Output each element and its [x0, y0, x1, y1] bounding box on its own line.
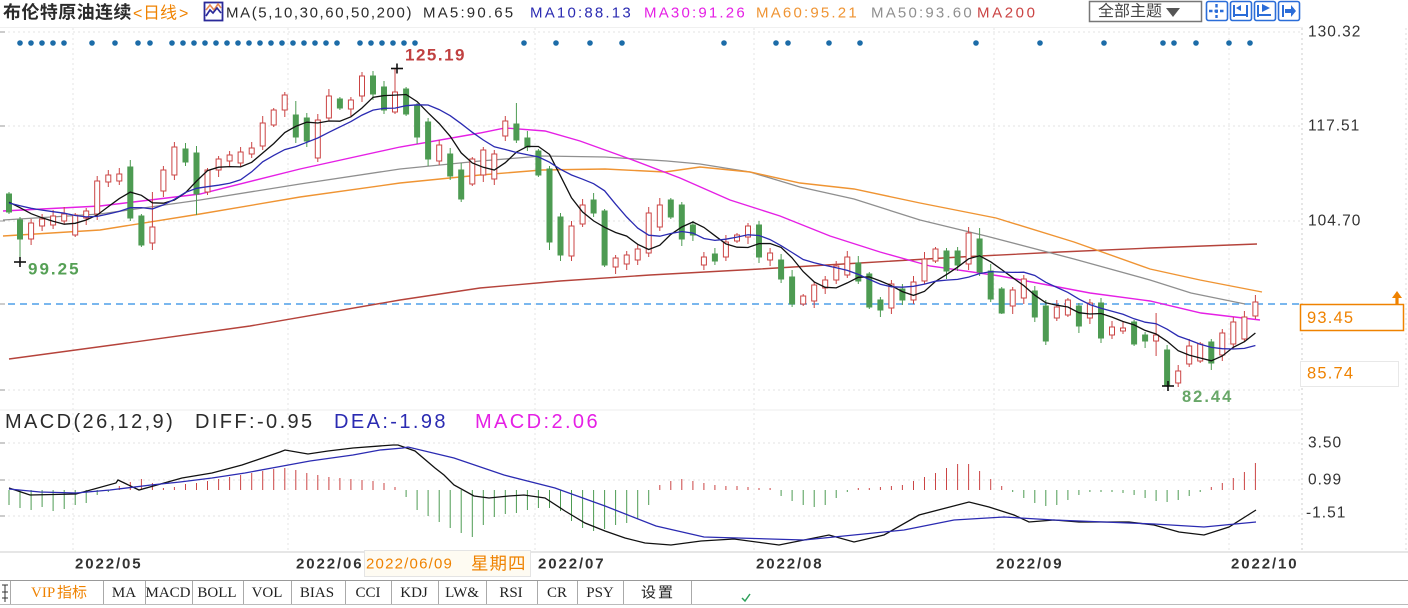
- svg-text:2022/05: 2022/05: [75, 556, 143, 573]
- svg-text:MA: MA: [112, 585, 136, 601]
- svg-text:125.19: 125.19: [405, 46, 466, 65]
- svg-text:BIAS: BIAS: [300, 585, 334, 601]
- svg-text:2022/08: 2022/08: [756, 556, 824, 573]
- svg-text:BOLL: BOLL: [197, 585, 236, 601]
- svg-text:MA5:90.65: MA5:90.65: [423, 5, 515, 22]
- svg-text:-1.51: -1.51: [1306, 505, 1346, 522]
- svg-text:130.32: 130.32: [1308, 24, 1361, 41]
- svg-text:MA10:88.13: MA10:88.13: [530, 5, 633, 22]
- svg-text:MA60:95.21: MA60:95.21: [756, 5, 859, 22]
- svg-text:93.45: 93.45: [1307, 309, 1354, 327]
- svg-text:MACD: MACD: [145, 585, 190, 601]
- svg-text:85.74: 85.74: [1307, 365, 1354, 383]
- svg-text:<: <: [133, 6, 142, 23]
- svg-text:>: >: [179, 6, 188, 23]
- svg-text:2022/10: 2022/10: [1231, 556, 1299, 573]
- svg-text:82.44: 82.44: [1182, 388, 1233, 406]
- svg-text:2022/06/09: 2022/06/09: [366, 556, 453, 573]
- svg-text:DIFF:-0.95: DIFF:-0.95: [195, 411, 315, 433]
- svg-text:MA200: MA200: [977, 5, 1038, 22]
- svg-text:117.51: 117.51: [1308, 118, 1360, 135]
- svg-text:2022/09: 2022/09: [996, 556, 1064, 573]
- svg-text:MACD:2.06: MACD:2.06: [475, 411, 600, 433]
- svg-text:RSI: RSI: [499, 585, 522, 601]
- svg-text:PSY: PSY: [586, 585, 614, 601]
- svg-text:MA50:93.60: MA50:93.60: [871, 5, 974, 22]
- svg-text:LW&: LW&: [445, 585, 479, 601]
- svg-text:VIP: VIP: [31, 585, 55, 601]
- svg-text:99.25: 99.25: [28, 260, 81, 279]
- svg-text:VOL: VOL: [252, 585, 283, 601]
- svg-text:104.70: 104.70: [1308, 213, 1361, 230]
- svg-text:2022/06: 2022/06: [296, 556, 364, 573]
- svg-text:MACD(26,12,9): MACD(26,12,9): [5, 411, 175, 433]
- svg-text:DEA:-1.98: DEA:-1.98: [334, 411, 448, 433]
- svg-text:MA(5,10,30,60,50,200): MA(5,10,30,60,50,200): [226, 5, 413, 22]
- svg-text:CCI: CCI: [355, 585, 380, 601]
- svg-text:2022/07: 2022/07: [538, 556, 606, 573]
- svg-text:KDJ: KDJ: [400, 585, 428, 601]
- svg-text:3.50: 3.50: [1308, 435, 1342, 452]
- svg-text:CR: CR: [547, 585, 567, 601]
- svg-text:MA30:91.26: MA30:91.26: [644, 5, 747, 22]
- svg-text:0.99: 0.99: [1308, 472, 1342, 489]
